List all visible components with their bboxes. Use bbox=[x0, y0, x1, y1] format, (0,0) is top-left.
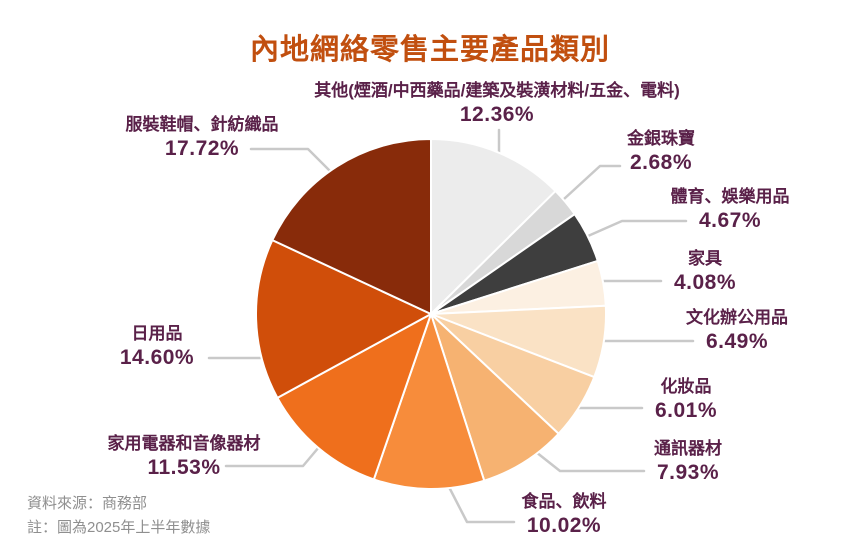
slice-label-pct: 2.68% bbox=[629, 151, 693, 174]
leader-line-clothing-textiles bbox=[249, 147, 332, 173]
pie-slice bbox=[372, 313, 486, 490]
slice-label-name: 其他(煙酒/中西藥品/建築及裝潢材料/五金、電料) bbox=[314, 81, 680, 100]
slice-label-pct: 11.53% bbox=[147, 456, 221, 479]
slice-label-name: 日用品 bbox=[131, 324, 183, 343]
slice-label-name: 化妝品 bbox=[660, 377, 712, 396]
slice-label-name: 家具 bbox=[687, 249, 722, 268]
slice-label-home-appliances: 家用電器和音像器材 11.53% bbox=[108, 432, 261, 480]
slice-label-pct: 6.01% bbox=[654, 399, 718, 422]
slice-label-pct: 4.08% bbox=[673, 271, 737, 294]
slice-label-pct: 14.60% bbox=[119, 346, 195, 369]
slice-label-cosmetics: 化妝品 6.01% bbox=[655, 375, 717, 423]
leader-line-home-appliances bbox=[224, 445, 321, 468]
slice-label-stationery-office: 文化辦公用品 6.49% bbox=[686, 306, 788, 354]
pie-slice bbox=[430, 138, 557, 315]
leader-line-jewellery bbox=[562, 164, 622, 201]
slice-label-name: 體育、娛樂用品 bbox=[670, 187, 790, 206]
slice-label-food-beverage: 食品、飲料 10.02% bbox=[522, 490, 607, 538]
slice-label-pct: 17.72% bbox=[164, 137, 240, 160]
slice-label-pct: 6.49% bbox=[705, 330, 769, 353]
pie-slice bbox=[271, 138, 432, 315]
leader-line-telecom bbox=[534, 450, 646, 473]
slice-label-clothing-textiles: 服裝鞋帽、針紡織品 17.72% bbox=[126, 113, 279, 161]
slice-label-sports-entertainment: 體育、娛樂用品 4.67% bbox=[671, 185, 790, 233]
pie-slice bbox=[430, 313, 560, 482]
leader-line-sports-entertainment bbox=[586, 219, 688, 238]
leader-line-food-beverage bbox=[447, 485, 516, 524]
slice-label-others: 其他(煙酒/中西藥品/建築及裝潢材料/五金、電料) 12.36% bbox=[314, 79, 680, 127]
slice-label-name: 服裝鞋帽、針紡織品 bbox=[125, 115, 279, 134]
data-note: 註：圖為2025年上半年數據 bbox=[27, 519, 211, 536]
slice-label-pct: 12.36% bbox=[459, 103, 535, 126]
slice-label-telecom: 通訊器材 7.93% bbox=[654, 437, 722, 485]
slice-label-daily-necessities: 日用品 14.60% bbox=[120, 322, 194, 370]
slice-label-name: 金銀珠寶 bbox=[627, 129, 695, 148]
pie bbox=[255, 138, 607, 490]
slice-label-name: 文化辦公用品 bbox=[686, 308, 788, 327]
slice-label-pct: 10.02% bbox=[526, 514, 602, 537]
pie-slice bbox=[276, 313, 432, 481]
slice-label-jewellery: 金銀珠寶 2.68% bbox=[627, 127, 695, 175]
source-note: 資料來源：商務部 bbox=[27, 495, 148, 512]
slice-label-name: 家用電器和音像器材 bbox=[107, 434, 261, 453]
slice-label-pct: 4.67% bbox=[698, 209, 762, 232]
footer: 資料來源：商務部 註：圖為2025年上半年數據 bbox=[27, 492, 210, 540]
slice-label-name: 食品、飲料 bbox=[521, 492, 607, 511]
slice-label-name: 通訊器材 bbox=[654, 439, 722, 458]
slice-label-furniture: 家具 4.08% bbox=[674, 247, 736, 295]
slice-label-pct: 7.93% bbox=[656, 461, 720, 484]
chart-title: 內地網絡零售主要產品類別 bbox=[249, 34, 610, 66]
pie-slice bbox=[255, 239, 432, 399]
